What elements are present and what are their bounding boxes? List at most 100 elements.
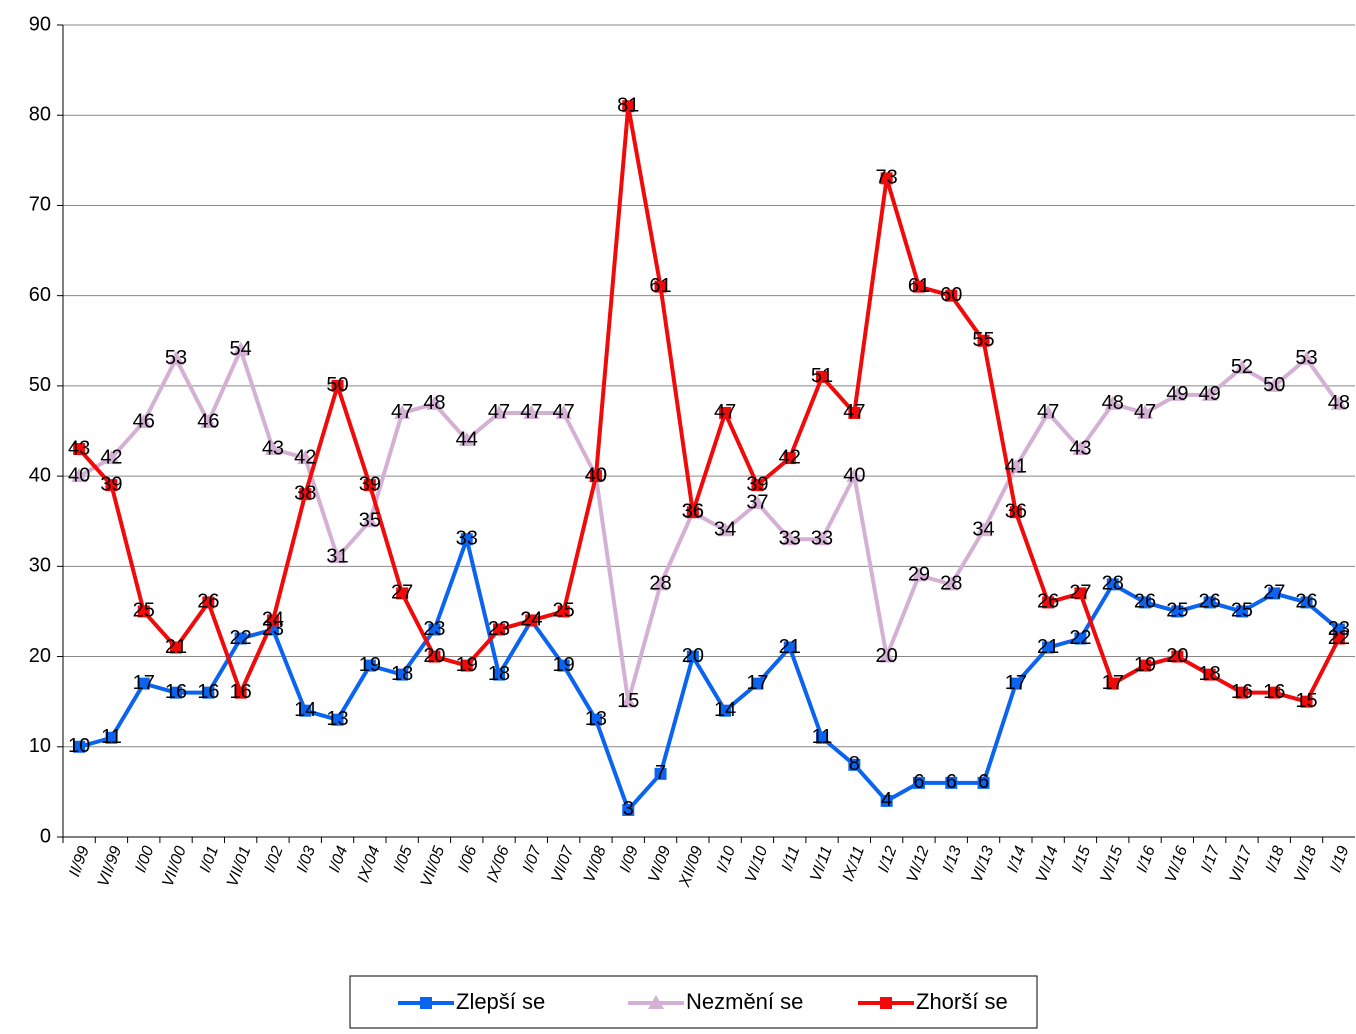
marker	[458, 432, 475, 447]
data-label: 60	[940, 284, 962, 306]
marker	[363, 479, 376, 492]
data-label: 42	[100, 446, 122, 468]
y-tick-label: 40	[29, 464, 51, 486]
marker	[103, 450, 120, 465]
data-label: 33	[456, 528, 478, 550]
marker	[557, 605, 570, 618]
x-tick-label: VI/13	[969, 844, 998, 885]
legend-marker	[420, 997, 432, 1009]
marker	[1233, 359, 1250, 374]
data-label: 20	[1166, 645, 1188, 667]
data-label: 27	[1069, 582, 1091, 604]
data-label: 47	[714, 401, 736, 423]
data-label: 26	[1199, 591, 1221, 613]
marker	[912, 776, 925, 789]
marker	[1203, 668, 1216, 681]
data-label: 39	[746, 473, 768, 495]
data-label: 53	[165, 347, 187, 369]
x-tick-label: I/18	[1263, 844, 1288, 875]
marker	[652, 576, 669, 591]
marker	[135, 413, 152, 428]
data-label: 16	[165, 681, 187, 703]
marker	[816, 370, 829, 383]
marker	[396, 668, 409, 681]
data-label: 24	[520, 609, 542, 631]
data-label: 24	[262, 609, 284, 631]
data-label: 3	[623, 798, 634, 820]
x-tick-label: VI/11	[807, 844, 835, 884]
data-label: 23	[488, 618, 510, 640]
data-label: 36	[682, 500, 704, 522]
data-label: 28	[940, 573, 962, 595]
marker	[234, 686, 247, 699]
data-label: 39	[359, 473, 381, 495]
marker	[493, 668, 506, 681]
marker	[846, 468, 863, 483]
marker	[654, 767, 667, 780]
data-label: 33	[779, 528, 801, 550]
marker	[331, 713, 344, 726]
marker	[719, 704, 732, 717]
data-label: 19	[553, 654, 575, 676]
x-tick-label: I/09	[617, 844, 642, 875]
legend-label: Nezmění se	[686, 989, 803, 1014]
marker	[1235, 686, 1248, 699]
x-tick-label: VII/00	[159, 844, 189, 889]
data-label: 29	[908, 564, 930, 586]
marker	[460, 659, 473, 672]
marker	[234, 632, 247, 645]
y-tick-label: 90	[29, 13, 51, 35]
data-label: 6	[946, 771, 957, 793]
marker	[1106, 677, 1119, 690]
marker	[751, 479, 764, 492]
y-tick-label: 0	[40, 825, 51, 847]
marker	[1266, 377, 1283, 392]
y-tick-label: 80	[29, 104, 51, 126]
data-label: 20	[682, 645, 704, 667]
marker	[814, 531, 831, 546]
data-label: 37	[746, 491, 768, 513]
x-tick-label: I/11	[779, 844, 804, 874]
marker	[1042, 596, 1055, 609]
data-label: 47	[488, 401, 510, 423]
data-label: 42	[779, 446, 801, 468]
marker	[1074, 632, 1087, 645]
x-tick-label: IX/11	[840, 844, 868, 884]
marker	[491, 404, 508, 419]
legend-marker	[648, 995, 664, 1009]
data-label: 50	[1263, 374, 1285, 396]
data-label: 23	[1328, 618, 1350, 640]
data-label: 18	[1199, 663, 1221, 685]
marker	[717, 522, 734, 537]
data-label: 40	[68, 464, 90, 486]
legend-label: Zlepší se	[456, 989, 545, 1014]
data-label: 81	[617, 94, 639, 116]
data-label: 20	[876, 645, 898, 667]
marker	[1235, 605, 1248, 618]
x-tick-label: I/05	[391, 844, 416, 875]
marker	[589, 470, 602, 483]
data-label: 55	[972, 329, 994, 351]
data-label: 7	[655, 762, 666, 784]
data-label: 50	[326, 374, 348, 396]
marker	[1009, 506, 1022, 519]
marker	[783, 641, 796, 654]
data-label: 10	[68, 735, 90, 757]
data-label: 48	[1102, 392, 1124, 414]
y-tick-label: 30	[29, 555, 51, 577]
marker	[394, 404, 411, 419]
x-tick-label: VI/10	[742, 844, 771, 885]
marker	[1072, 441, 1089, 456]
marker	[297, 450, 314, 465]
data-label: 16	[1231, 681, 1253, 703]
marker	[910, 567, 927, 582]
data-label: 19	[1134, 654, 1156, 676]
marker	[1139, 659, 1152, 672]
x-tick-label: VI/12	[904, 844, 933, 885]
data-label: 16	[1263, 681, 1285, 703]
marker	[880, 794, 893, 807]
marker	[363, 659, 376, 672]
x-tick-label: VI/09	[646, 844, 675, 885]
data-label: 23	[423, 618, 445, 640]
marker	[555, 404, 572, 419]
